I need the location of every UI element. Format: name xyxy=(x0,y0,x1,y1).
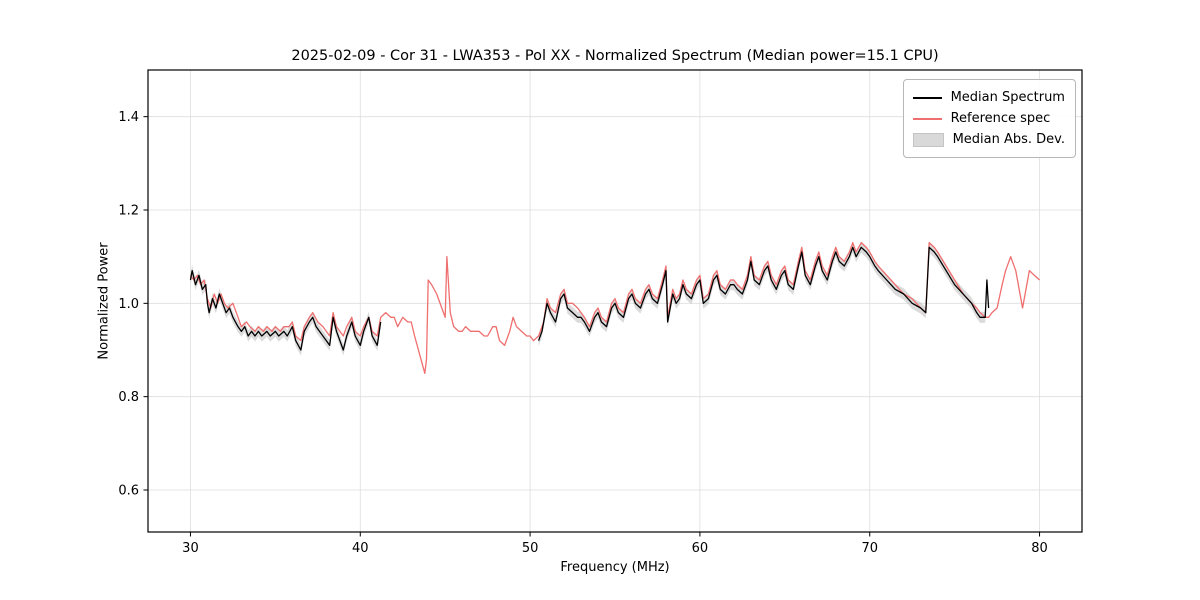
x-tick-label: 70 xyxy=(861,541,878,556)
median-spectrum-line xyxy=(189,270,382,351)
legend-label: Reference spec xyxy=(950,111,1051,126)
x-tick-label: 80 xyxy=(1031,541,1048,556)
y-tick-label: 1.0 xyxy=(118,297,139,312)
median-abs-dev-patch-sample xyxy=(912,132,944,147)
x-tick-label: 60 xyxy=(692,541,709,556)
x-tick-label: 40 xyxy=(352,541,369,556)
y-axis-label: Normalized Power xyxy=(96,242,112,360)
legend-item-reference-spec: Reference spec xyxy=(912,108,1065,129)
y-tick-label: 0.8 xyxy=(118,390,139,405)
plot-title: 2025-02-09 - Cor 31 - LWA353 - Pol XX - … xyxy=(291,48,939,64)
y-tick-label: 1.2 xyxy=(118,204,139,219)
legend-label: Median Abs. Dev. xyxy=(952,132,1065,147)
median-spectrum-line xyxy=(537,246,990,341)
legend-item-median-abs-dev: Median Abs. Dev. xyxy=(912,129,1065,150)
legend-label: Median Spectrum xyxy=(950,90,1065,105)
y-tick-label: 1.4 xyxy=(118,110,139,125)
median-abs-dev-band xyxy=(538,241,989,347)
median-spectrum-line-sample xyxy=(912,96,942,99)
x-axis-label: Frequency (MHz) xyxy=(560,560,670,575)
median-abs-dev-band xyxy=(190,265,381,356)
x-tick-label: 50 xyxy=(522,541,539,556)
x-tick-label: 30 xyxy=(182,541,199,556)
reference-spec-line-sample xyxy=(912,117,942,120)
reference-spec-line xyxy=(189,242,1040,374)
y-tick-label: 0.6 xyxy=(118,484,139,499)
legend: Median Spectrum Reference spec Median Ab… xyxy=(902,79,1076,158)
legend-item-median-spectrum: Median Spectrum xyxy=(912,87,1065,108)
axes-frame xyxy=(147,69,1083,533)
